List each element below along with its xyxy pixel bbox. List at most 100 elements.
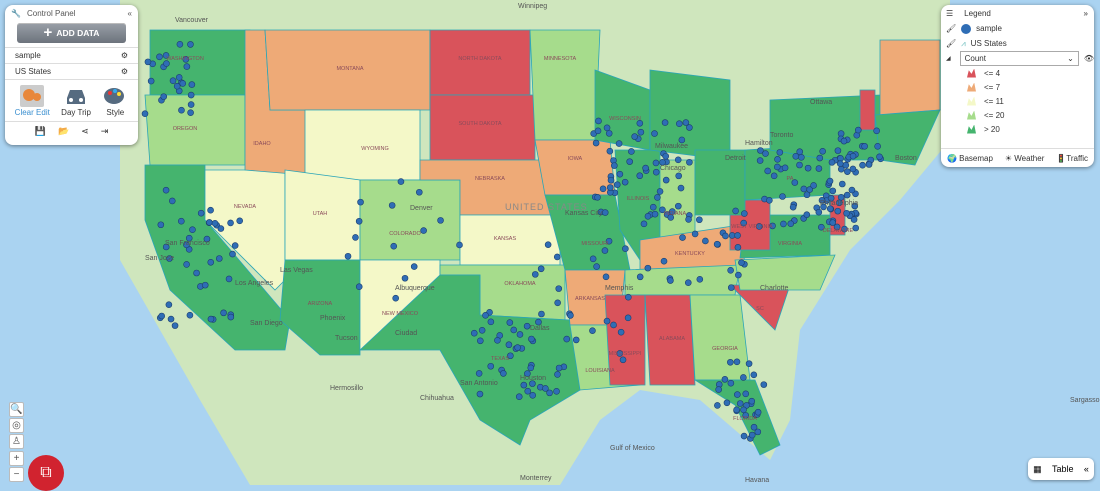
sample-point[interactable] (732, 207, 739, 215)
sample-point[interactable] (800, 185, 808, 193)
sample-point[interactable] (656, 188, 664, 195)
legend-layer-us-states[interactable]: 🖌 ⩘ US States (941, 36, 1094, 51)
sample-point[interactable] (607, 176, 615, 184)
state-region[interactable] (429, 29, 531, 96)
sample-point[interactable] (215, 255, 223, 262)
expand-icon[interactable]: » (1083, 8, 1088, 18)
sample-point[interactable] (748, 397, 756, 405)
sample-point[interactable] (841, 225, 848, 233)
sample-point[interactable] (157, 221, 165, 229)
sample-point[interactable] (834, 207, 842, 215)
sample-point[interactable] (220, 309, 227, 317)
sample-point[interactable] (734, 391, 741, 398)
sample-point[interactable] (605, 130, 613, 137)
sample-point[interactable] (826, 205, 834, 212)
sample-point[interactable] (544, 241, 552, 248)
sample-point[interactable] (642, 164, 649, 172)
sample-point[interactable] (610, 321, 617, 329)
sample-point[interactable] (227, 313, 235, 321)
share-icon[interactable]: ⋖ (81, 126, 89, 136)
state-region[interactable] (359, 179, 461, 261)
sample-point[interactable] (542, 385, 549, 392)
sample-point[interactable] (675, 202, 682, 210)
sample-point[interactable] (415, 188, 423, 196)
sample-point[interactable] (828, 159, 836, 166)
sample-point[interactable] (787, 220, 795, 227)
sample-point[interactable] (605, 237, 613, 245)
sample-point[interactable] (849, 152, 857, 160)
sample-point[interactable] (851, 202, 859, 210)
sample-point[interactable] (733, 358, 741, 366)
sample-point[interactable] (555, 285, 563, 292)
sample-point[interactable] (678, 136, 686, 144)
sample-point[interactable] (659, 158, 666, 166)
sample-point[interactable] (147, 77, 155, 85)
sample-point[interactable] (652, 159, 660, 167)
sample-point[interactable] (829, 187, 837, 195)
sample-point[interactable] (873, 127, 880, 135)
sample-point[interactable] (736, 400, 744, 407)
sample-point[interactable] (606, 184, 614, 191)
sample-point[interactable] (874, 143, 881, 150)
sample-point[interactable] (197, 209, 205, 217)
state-region[interactable] (734, 254, 836, 291)
collapse-triangle-icon[interactable]: ◢ (946, 56, 951, 62)
sample-point[interactable] (640, 220, 648, 228)
state-region[interactable] (429, 94, 536, 161)
sample-point[interactable] (757, 147, 764, 154)
brush-icon[interactable]: 🖌 (946, 39, 957, 48)
add-data-button[interactable]: + ADD DATA (17, 23, 126, 43)
sample-point[interactable] (601, 209, 609, 216)
sample-point[interactable] (179, 80, 187, 87)
sample-point[interactable] (621, 178, 629, 186)
sample-point[interactable] (189, 226, 196, 234)
sample-point[interactable] (734, 232, 741, 239)
sample-point[interactable] (601, 247, 609, 254)
sample-point[interactable] (535, 318, 542, 326)
sample-point[interactable] (611, 162, 618, 169)
sample-point[interactable] (487, 362, 495, 370)
sample-point[interactable] (754, 408, 762, 416)
sample-point[interactable] (769, 222, 776, 230)
sample-point[interactable] (745, 360, 753, 367)
sample-point[interactable] (397, 178, 405, 185)
sample-point[interactable] (178, 106, 185, 114)
sample-point[interactable] (537, 265, 545, 273)
sample-point[interactable] (684, 279, 692, 286)
sample-point[interactable] (774, 156, 781, 163)
sample-point[interactable] (355, 283, 363, 291)
sample-point[interactable] (674, 156, 682, 164)
style-tool[interactable]: Style (102, 84, 128, 117)
sample-point[interactable] (750, 371, 758, 379)
sample-point[interactable] (613, 181, 621, 188)
sample-point[interactable] (606, 147, 614, 155)
sample-point[interactable] (187, 41, 194, 48)
sample-point[interactable] (649, 203, 657, 211)
state-region[interactable] (859, 89, 876, 131)
sample-point[interactable] (554, 299, 561, 307)
sample-point[interactable] (685, 216, 692, 223)
sample-point[interactable] (792, 153, 800, 160)
state-region[interactable] (659, 159, 696, 241)
zoom-in-button[interactable]: + (9, 451, 24, 466)
sample-point[interactable] (494, 337, 501, 344)
sample-point[interactable] (849, 165, 857, 173)
sample-point[interactable] (478, 326, 486, 334)
sample-point[interactable] (187, 101, 195, 108)
sample-point[interactable] (173, 82, 181, 90)
sample-point[interactable] (727, 379, 735, 387)
sample-point[interactable] (201, 281, 209, 289)
sample-point[interactable] (206, 219, 213, 226)
sample-point[interactable] (538, 310, 545, 318)
sample-point[interactable] (662, 152, 670, 160)
sample-point[interactable] (776, 149, 784, 156)
sample-point[interactable] (843, 191, 851, 199)
sample-point[interactable] (186, 311, 194, 319)
sample-point[interactable] (163, 60, 170, 67)
sample-point[interactable] (667, 277, 674, 284)
sample-point[interactable] (175, 74, 183, 81)
sample-point[interactable] (141, 110, 149, 117)
sample-point[interactable] (514, 344, 521, 351)
sample-point[interactable] (553, 388, 560, 395)
sample-point[interactable] (835, 199, 843, 207)
